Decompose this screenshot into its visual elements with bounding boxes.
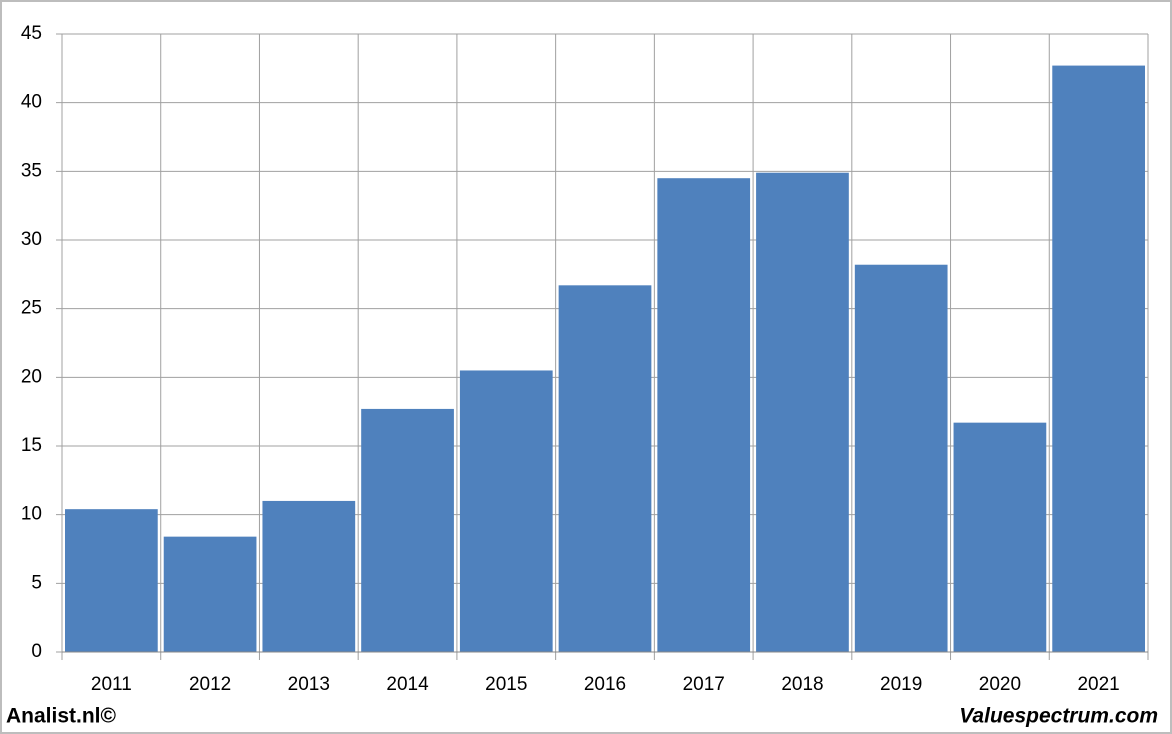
y-tick-label: 20 [21, 366, 42, 387]
bar [953, 422, 1047, 652]
bar [459, 370, 553, 652]
y-tick-label: 15 [21, 435, 42, 456]
x-tick-label: 2012 [189, 674, 231, 695]
y-tick-label: 35 [21, 160, 42, 181]
x-tick-label: 2014 [386, 674, 429, 695]
y-tick-label: 25 [21, 298, 42, 319]
y-tick-label: 10 [21, 504, 42, 525]
bar [262, 500, 356, 652]
bar [163, 536, 257, 652]
y-tick-label: 5 [31, 572, 42, 593]
x-tick-label: 2015 [485, 674, 527, 695]
x-tick-label: 2018 [781, 674, 823, 695]
footer-left: Analist.nl© [6, 705, 117, 728]
y-tick-label: 40 [21, 92, 42, 113]
y-tick-label: 45 [21, 23, 42, 44]
x-tick-label: 2013 [288, 674, 330, 695]
y-tick-label: 30 [21, 229, 42, 250]
footer-right: Valuespectrum.com [959, 705, 1158, 728]
bar [657, 178, 751, 652]
bar [756, 172, 849, 652]
x-tick-label: 2011 [91, 674, 132, 695]
bar [558, 285, 652, 652]
y-tick-label: 0 [31, 641, 42, 662]
bar [65, 509, 158, 652]
x-tick-label: 2016 [584, 674, 626, 695]
x-tick-label: 2019 [880, 674, 922, 695]
bar [1052, 65, 1145, 652]
x-tick-label: 2017 [683, 674, 725, 695]
x-tick-label: 2021 [1077, 674, 1119, 695]
bar [854, 264, 948, 652]
bar [361, 408, 454, 652]
x-tick-label: 2020 [979, 674, 1021, 695]
